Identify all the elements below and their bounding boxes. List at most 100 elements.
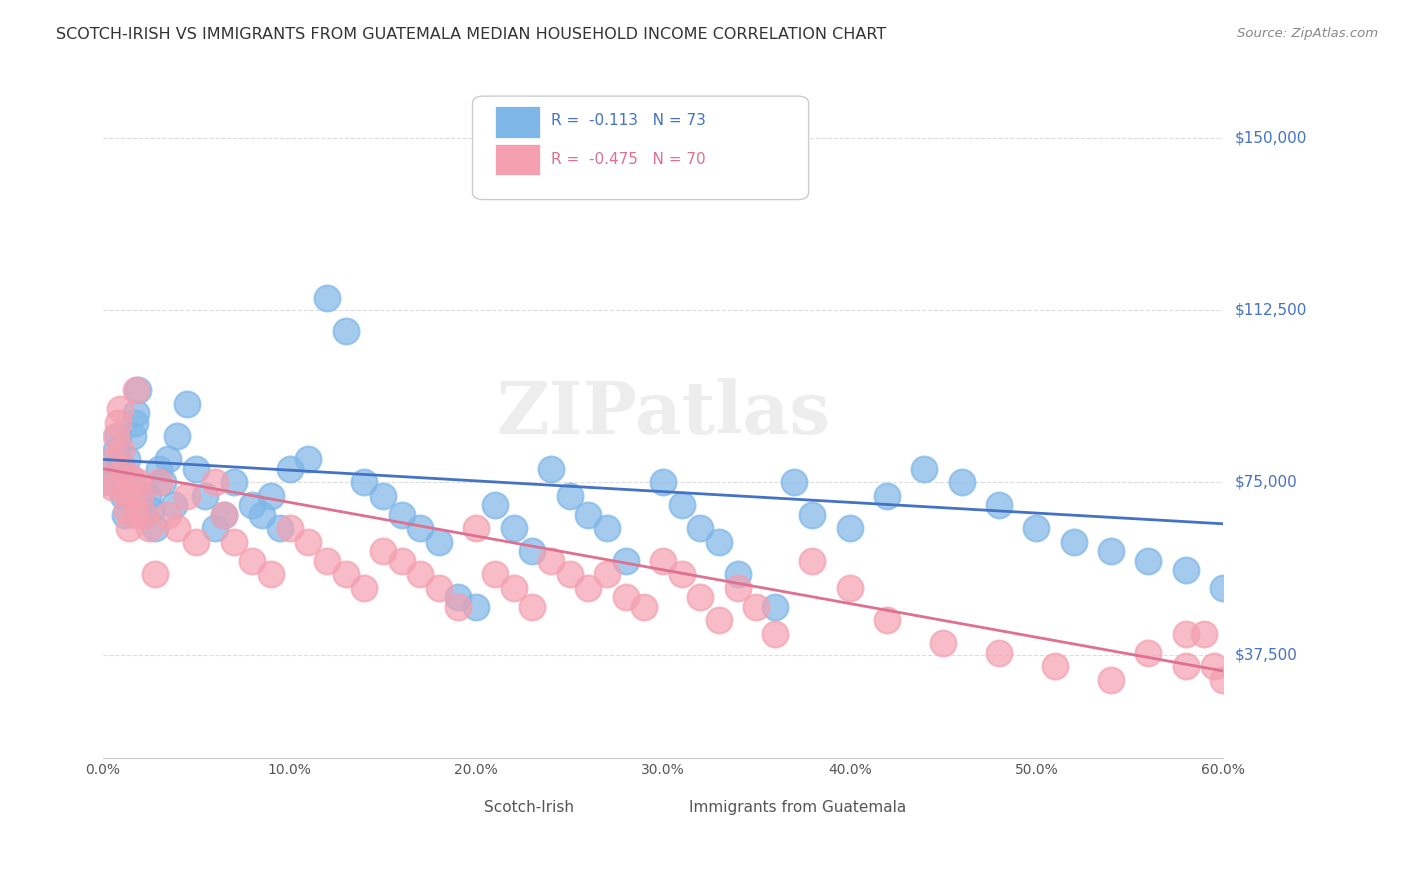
Scotch-Irish — [104, 443, 127, 458]
Immigrants from Guatemala — [104, 429, 127, 443]
Immigrants from Guatemala — [371, 544, 394, 558]
Immigrants from Guatemala — [107, 416, 129, 430]
Scotch-Irish — [166, 429, 188, 443]
Scotch-Irish — [143, 521, 166, 535]
Immigrants from Guatemala — [118, 521, 141, 535]
Scotch-Irish — [129, 484, 152, 499]
Immigrants from Guatemala — [157, 508, 180, 522]
Scotch-Irish — [465, 599, 488, 614]
Scotch-Irish — [120, 471, 142, 485]
Scotch-Irish — [176, 397, 198, 411]
Scotch-Irish — [596, 521, 619, 535]
Scotch-Irish — [782, 475, 804, 490]
Immigrants from Guatemala — [689, 591, 711, 605]
Immigrants from Guatemala — [315, 553, 337, 567]
Immigrants from Guatemala — [727, 581, 749, 595]
Scotch-Irish — [1174, 563, 1197, 577]
Immigrants from Guatemala — [129, 489, 152, 503]
Scotch-Irish — [204, 521, 226, 535]
Scotch-Irish — [876, 489, 898, 503]
Immigrants from Guatemala — [127, 475, 149, 490]
Immigrants from Guatemala — [260, 567, 283, 582]
Scotch-Irish — [114, 508, 136, 522]
Text: Immigrants from Guatemala: Immigrants from Guatemala — [689, 800, 905, 814]
Scotch-Irish — [689, 521, 711, 535]
Immigrants from Guatemala — [143, 567, 166, 582]
Text: $75,000: $75,000 — [1234, 475, 1296, 490]
Scotch-Irish — [163, 499, 186, 513]
Scotch-Irish — [132, 508, 155, 522]
Scotch-Irish — [391, 508, 413, 522]
Immigrants from Guatemala — [103, 452, 125, 467]
Immigrants from Guatemala — [132, 508, 155, 522]
Immigrants from Guatemala — [558, 567, 581, 582]
Immigrants from Guatemala — [1202, 659, 1225, 673]
Immigrants from Guatemala — [124, 508, 146, 522]
Scotch-Irish — [502, 521, 524, 535]
Immigrants from Guatemala — [101, 480, 124, 494]
Text: $37,500: $37,500 — [1234, 648, 1298, 663]
Scotch-Irish — [446, 591, 468, 605]
Immigrants from Guatemala — [148, 475, 170, 490]
Text: SCOTCH-IRISH VS IMMIGRANTS FROM GUATEMALA MEDIAN HOUSEHOLD INCOME CORRELATION CH: SCOTCH-IRISH VS IMMIGRANTS FROM GUATEMAL… — [56, 27, 887, 42]
Immigrants from Guatemala — [576, 581, 599, 595]
Immigrants from Guatemala — [876, 613, 898, 627]
Scotch-Irish — [186, 461, 208, 475]
Immigrants from Guatemala — [801, 553, 824, 567]
Immigrants from Guatemala — [409, 567, 432, 582]
Scotch-Irish — [353, 475, 375, 490]
Immigrants from Guatemala — [166, 521, 188, 535]
Immigrants from Guatemala — [707, 613, 730, 627]
Scotch-Irish — [1063, 535, 1085, 549]
Immigrants from Guatemala — [391, 553, 413, 567]
Scotch-Irish — [522, 544, 544, 558]
Scotch-Irish — [912, 461, 935, 475]
Scotch-Irish — [371, 489, 394, 503]
Immigrants from Guatemala — [115, 503, 138, 517]
Immigrants from Guatemala — [125, 384, 148, 398]
Scotch-Irish — [141, 503, 163, 517]
Scotch-Irish — [103, 461, 125, 475]
Scotch-Irish — [107, 429, 129, 443]
Text: R =  -0.475   N = 70: R = -0.475 N = 70 — [551, 152, 706, 167]
Scotch-Irish — [222, 475, 245, 490]
Scotch-Irish — [121, 429, 143, 443]
Scotch-Irish — [558, 489, 581, 503]
Scotch-Irish — [1212, 581, 1234, 595]
Scotch-Irish — [125, 406, 148, 420]
Scotch-Irish — [427, 535, 450, 549]
Scotch-Irish — [484, 499, 506, 513]
Text: R =  -0.113   N = 73: R = -0.113 N = 73 — [551, 112, 706, 128]
Immigrants from Guatemala — [138, 521, 160, 535]
Text: Source: ZipAtlas.com: Source: ZipAtlas.com — [1237, 27, 1378, 40]
Scotch-Irish — [540, 461, 562, 475]
Scotch-Irish — [136, 489, 159, 503]
Scotch-Irish — [127, 384, 149, 398]
Scotch-Irish — [157, 452, 180, 467]
Text: Scotch-Irish: Scotch-Irish — [484, 800, 574, 814]
Scotch-Irish — [118, 480, 141, 494]
Scotch-Irish — [614, 553, 637, 567]
Immigrants from Guatemala — [212, 508, 235, 522]
Immigrants from Guatemala — [1174, 659, 1197, 673]
Immigrants from Guatemala — [97, 475, 120, 490]
Scotch-Irish — [1025, 521, 1047, 535]
Scotch-Irish — [707, 535, 730, 549]
Immigrants from Guatemala — [652, 553, 675, 567]
Scotch-Irish — [988, 499, 1011, 513]
Immigrants from Guatemala — [1212, 673, 1234, 688]
Immigrants from Guatemala — [114, 484, 136, 499]
Immigrants from Guatemala — [838, 581, 860, 595]
Immigrants from Guatemala — [446, 599, 468, 614]
Immigrants from Guatemala — [540, 553, 562, 567]
Immigrants from Guatemala — [278, 521, 301, 535]
Immigrants from Guatemala — [633, 599, 655, 614]
Scotch-Irish — [269, 521, 291, 535]
Immigrants from Guatemala — [1099, 673, 1122, 688]
Immigrants from Guatemala — [353, 581, 375, 595]
Immigrants from Guatemala — [988, 646, 1011, 660]
Immigrants from Guatemala — [502, 581, 524, 595]
Scotch-Irish — [409, 521, 432, 535]
Immigrants from Guatemala — [297, 535, 319, 549]
Immigrants from Guatemala — [240, 553, 263, 567]
